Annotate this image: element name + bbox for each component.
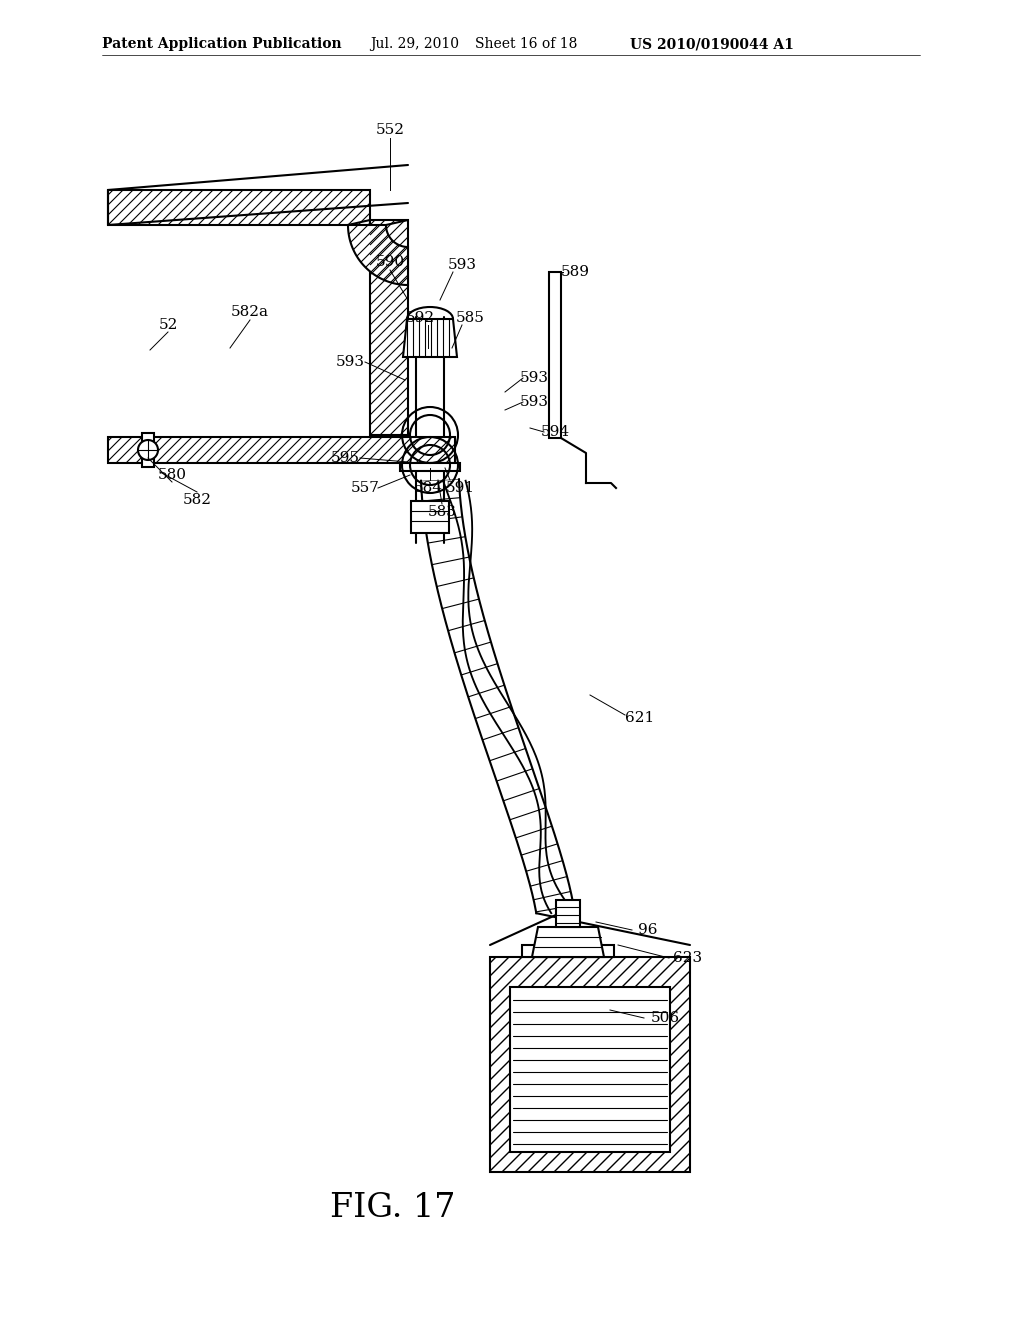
- Text: 594: 594: [541, 425, 569, 440]
- Text: Jul. 29, 2010: Jul. 29, 2010: [370, 37, 459, 51]
- Text: 593: 593: [447, 257, 476, 272]
- Text: 595: 595: [331, 451, 359, 465]
- Text: 592: 592: [406, 312, 434, 325]
- Bar: [522, 945, 614, 957]
- Text: 96: 96: [638, 923, 657, 937]
- Polygon shape: [421, 479, 573, 913]
- Text: 584: 584: [414, 480, 442, 495]
- Text: 52: 52: [159, 318, 178, 333]
- Text: 506: 506: [650, 1011, 680, 1026]
- Bar: [142, 433, 154, 467]
- Text: 585: 585: [456, 312, 484, 325]
- Text: 582a: 582a: [231, 305, 269, 319]
- Text: Sheet 16 of 18: Sheet 16 of 18: [475, 37, 578, 51]
- Text: US 2010/0190044 A1: US 2010/0190044 A1: [630, 37, 794, 51]
- Text: 589: 589: [560, 265, 590, 279]
- Bar: [490, 957, 690, 1172]
- Text: 557: 557: [350, 480, 380, 495]
- Bar: [556, 900, 580, 927]
- Text: Patent Application Publication: Patent Application Publication: [102, 37, 342, 51]
- Text: 623: 623: [674, 950, 702, 965]
- Bar: [411, 502, 449, 533]
- Bar: [549, 272, 561, 438]
- Bar: [400, 463, 460, 471]
- Circle shape: [138, 440, 158, 459]
- Bar: [108, 190, 370, 224]
- Polygon shape: [348, 224, 408, 285]
- Text: 591: 591: [445, 480, 474, 495]
- Text: 552: 552: [376, 123, 404, 137]
- Text: 593: 593: [519, 395, 549, 409]
- Text: 580: 580: [158, 469, 186, 482]
- Text: 621: 621: [626, 711, 654, 725]
- Text: 582: 582: [182, 492, 212, 507]
- Text: 583: 583: [428, 506, 457, 519]
- Text: 590: 590: [376, 255, 404, 269]
- Bar: [370, 220, 408, 436]
- Text: 593: 593: [519, 371, 549, 385]
- Text: FIG. 17: FIG. 17: [330, 1192, 456, 1224]
- Polygon shape: [532, 927, 604, 957]
- Bar: [108, 437, 455, 463]
- Polygon shape: [403, 319, 457, 356]
- Bar: [510, 987, 670, 1152]
- Text: 593: 593: [336, 355, 365, 370]
